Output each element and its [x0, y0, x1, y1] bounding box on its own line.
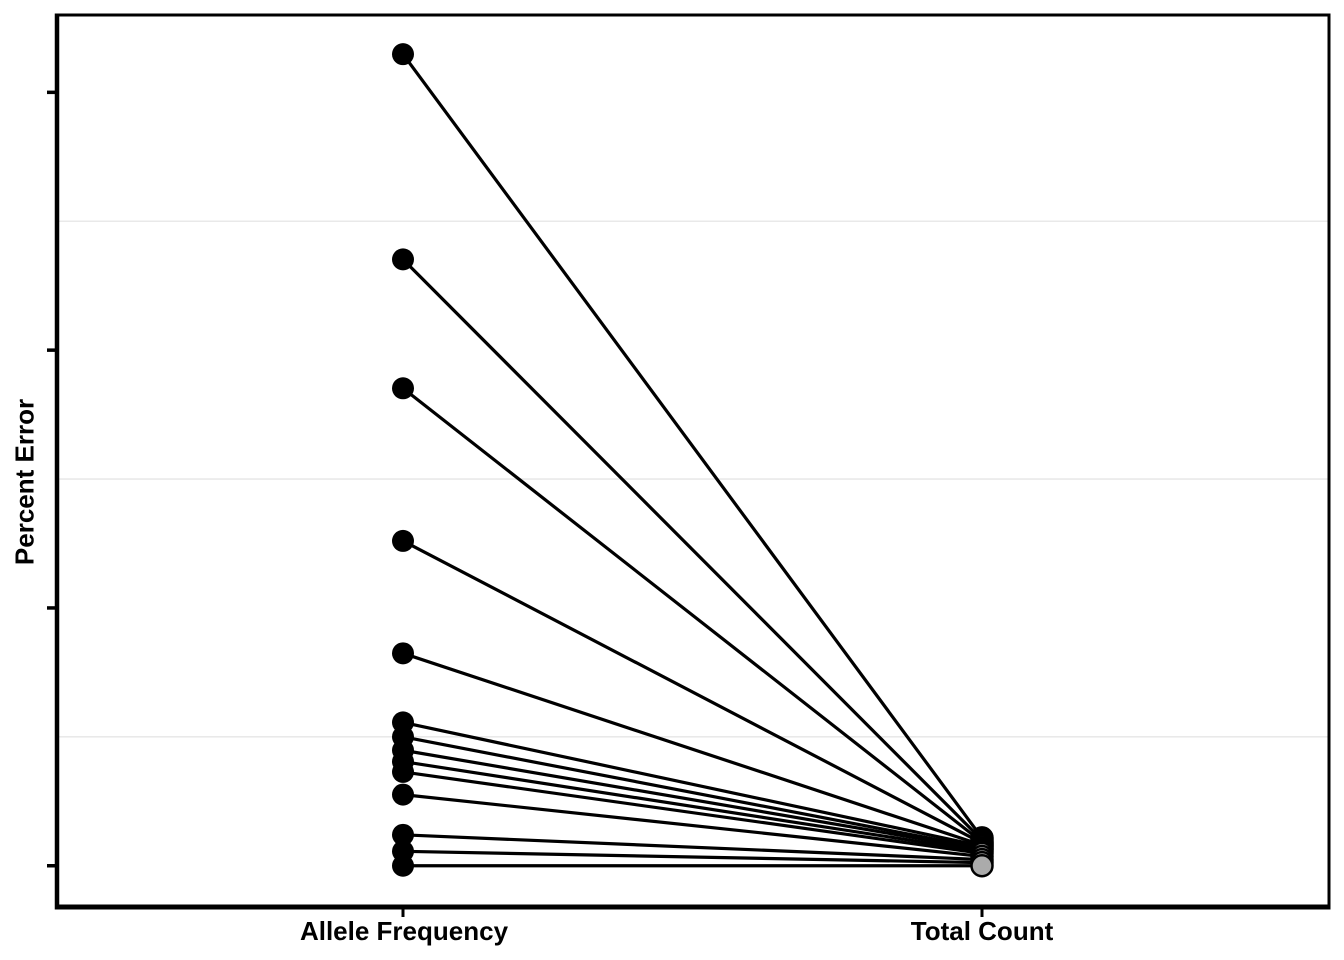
connector-line	[402, 748, 983, 851]
connector-line	[402, 793, 983, 859]
left-point	[392, 248, 414, 271]
left-point	[392, 854, 414, 877]
connector-line	[402, 720, 983, 848]
left-point	[392, 760, 414, 783]
left-point	[392, 43, 414, 66]
connector-line	[402, 735, 983, 850]
connector-line	[402, 849, 983, 865]
connector-line	[402, 539, 983, 845]
connector-line	[402, 833, 983, 862]
left-point	[392, 823, 414, 846]
connector-line	[402, 770, 983, 855]
connector-line	[402, 760, 983, 853]
left-point	[392, 642, 414, 665]
panel-border	[55, 13, 1331, 909]
x-category-label-total-count: Total Count	[910, 916, 1054, 946]
right-point	[970, 854, 994, 878]
connector-line	[402, 387, 983, 844]
left-point	[392, 377, 414, 400]
left-point	[392, 529, 414, 552]
left-point	[392, 783, 414, 806]
connector-line	[402, 651, 983, 847]
x-category-label-allele-frequency: Allele Frequency	[299, 916, 509, 946]
y-axis-label: Percent Error	[9, 398, 40, 566]
connector-line	[401, 258, 984, 842]
connector-line	[401, 53, 984, 839]
